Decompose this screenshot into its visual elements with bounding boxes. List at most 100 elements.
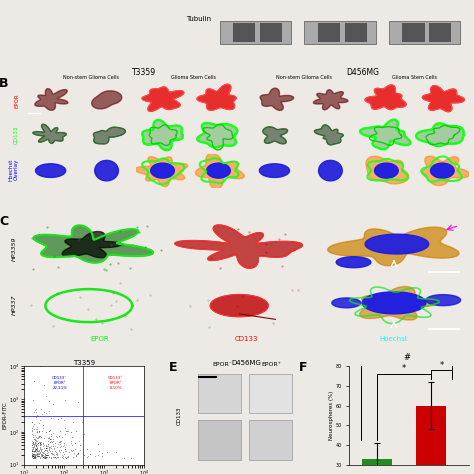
- Point: [34, 423, 41, 430]
- Polygon shape: [263, 127, 288, 144]
- Point: [48, 451, 55, 458]
- Polygon shape: [195, 153, 244, 189]
- Point: [68, 447, 75, 455]
- Point: [46, 438, 54, 446]
- Point: [42, 445, 50, 452]
- Point: [31, 447, 38, 455]
- Point: [32, 437, 40, 444]
- Point: [76, 442, 83, 449]
- Point: [44, 440, 51, 448]
- Point: [71, 445, 79, 453]
- Point: [32, 425, 39, 432]
- Point: [60, 441, 68, 449]
- Point: [31, 446, 39, 453]
- Point: [32, 413, 39, 421]
- Point: [46, 435, 53, 442]
- Y-axis label: EPOR-FITC: EPOR-FITC: [3, 401, 8, 429]
- Point: [57, 438, 64, 445]
- Point: [32, 453, 39, 460]
- Point: [29, 453, 37, 460]
- Text: F: F: [299, 362, 307, 374]
- Point: [120, 454, 128, 461]
- Point: [41, 450, 49, 458]
- Text: Tubulin: Tubulin: [186, 16, 211, 22]
- Point: [31, 447, 38, 454]
- Text: CD133: CD133: [177, 406, 182, 425]
- Bar: [260, 23, 282, 42]
- Point: [39, 448, 46, 456]
- Point: [36, 446, 44, 453]
- Point: [30, 454, 38, 462]
- Polygon shape: [362, 292, 426, 314]
- Point: [34, 443, 41, 451]
- Point: [30, 451, 38, 459]
- Point: [29, 454, 37, 461]
- Text: CD133⁻
EPOR⁺
22.21%: CD133⁻ EPOR⁺ 22.21%: [52, 376, 67, 390]
- Point: [70, 447, 77, 454]
- Point: [31, 406, 38, 414]
- Polygon shape: [34, 225, 153, 263]
- Point: [61, 416, 68, 424]
- Point: [44, 453, 51, 460]
- Point: [44, 444, 51, 451]
- Point: [46, 433, 53, 441]
- Point: [67, 447, 75, 454]
- Point: [33, 450, 41, 458]
- Point: [31, 446, 39, 454]
- Polygon shape: [62, 231, 122, 258]
- Point: [46, 447, 54, 455]
- Bar: [429, 23, 451, 42]
- Point: [65, 448, 73, 456]
- Point: [28, 452, 36, 460]
- Y-axis label: Neurospheres (%): Neurospheres (%): [329, 391, 334, 440]
- Point: [34, 447, 41, 455]
- Point: [54, 415, 62, 422]
- Point: [52, 448, 59, 456]
- Point: [36, 439, 44, 447]
- Point: [29, 438, 37, 446]
- Point: [41, 446, 48, 454]
- Point: [54, 451, 61, 458]
- Point: [31, 454, 39, 461]
- Point: [80, 430, 87, 438]
- Point: [53, 453, 61, 460]
- Point: [49, 442, 57, 450]
- Point: [72, 452, 80, 460]
- Point: [35, 452, 42, 460]
- Point: [28, 449, 36, 456]
- Point: [30, 397, 37, 404]
- Point: [29, 452, 37, 460]
- Polygon shape: [328, 227, 459, 265]
- Point: [29, 443, 36, 450]
- Point: [62, 447, 70, 455]
- Point: [28, 424, 36, 432]
- Point: [44, 447, 51, 454]
- Point: [33, 434, 41, 442]
- Bar: [198, 374, 241, 413]
- Point: [32, 445, 39, 453]
- Text: T3359: T3359: [132, 68, 156, 77]
- Point: [86, 450, 93, 457]
- Point: [69, 433, 76, 441]
- Text: B: B: [0, 77, 9, 91]
- Point: [60, 450, 68, 458]
- Point: [28, 446, 36, 454]
- Point: [34, 441, 42, 448]
- Point: [49, 400, 57, 408]
- Polygon shape: [91, 91, 122, 109]
- Point: [61, 443, 68, 450]
- Point: [61, 447, 69, 455]
- Point: [37, 446, 45, 454]
- Bar: [416, 406, 446, 474]
- Point: [32, 405, 40, 412]
- Point: [32, 446, 40, 453]
- Point: [28, 451, 36, 459]
- Point: [33, 445, 40, 453]
- Point: [36, 438, 44, 446]
- Point: [31, 440, 38, 447]
- Point: [33, 449, 40, 456]
- Polygon shape: [135, 156, 188, 187]
- Point: [52, 448, 60, 456]
- Point: [28, 441, 36, 448]
- Point: [31, 435, 39, 443]
